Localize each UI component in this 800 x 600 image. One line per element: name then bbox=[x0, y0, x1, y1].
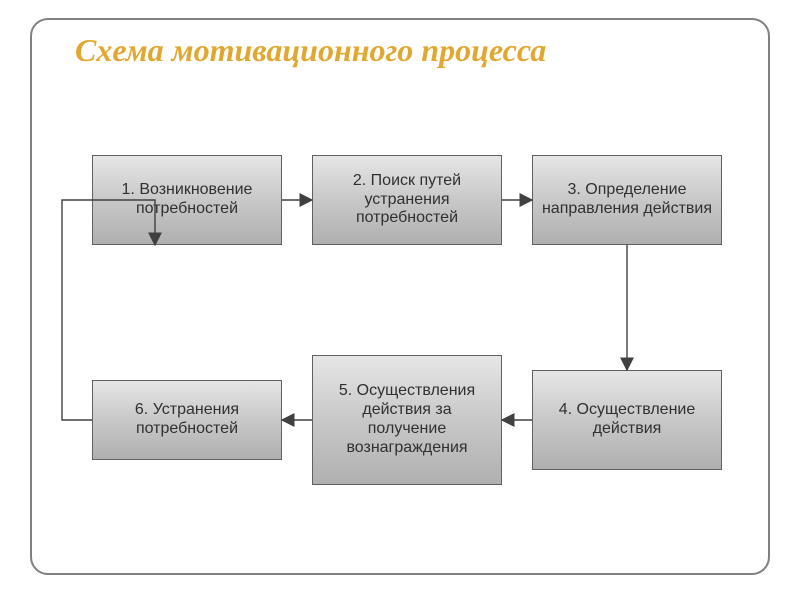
flow-box-4: 4. Осуществление действия bbox=[532, 370, 722, 470]
slide: Схема мотивационного процесса 1. Возникн… bbox=[0, 0, 800, 600]
flow-box-6: 6. Устранения потребностей bbox=[92, 380, 282, 460]
flow-box-3: 3. Определение направления действия bbox=[532, 155, 722, 245]
flow-box-1: 1. Возникновение потребностей bbox=[92, 155, 282, 245]
slide-frame bbox=[30, 18, 770, 575]
slide-title: Схема мотивационного процесса bbox=[75, 32, 595, 69]
flow-box-2: 2. Поиск путей устранения потребностей bbox=[312, 155, 502, 245]
flow-box-5: 5. Осуществления действия за получение в… bbox=[312, 355, 502, 485]
